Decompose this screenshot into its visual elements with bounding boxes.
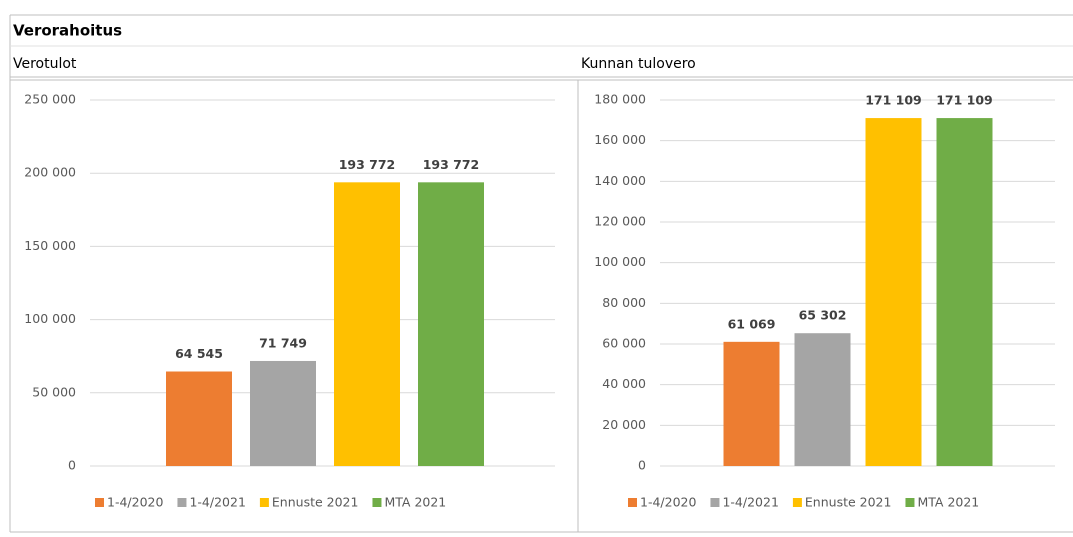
- data-label: 193 772: [339, 157, 396, 172]
- y-tick-label: 100 000: [594, 254, 646, 269]
- legend-swatch: [95, 498, 104, 507]
- y-tick-label: 160 000: [594, 132, 646, 147]
- y-tick-label: 0: [638, 458, 646, 473]
- y-tick-label: 100 000: [24, 311, 76, 326]
- data-label: 71 749: [259, 335, 307, 350]
- y-tick-label: 200 000: [24, 165, 76, 180]
- legend-label: 1-4/2020: [640, 495, 696, 510]
- bar: [794, 333, 851, 466]
- y-tick-label: 80 000: [602, 295, 646, 310]
- data-label: 171 109: [936, 93, 993, 108]
- legend-swatch: [372, 498, 382, 507]
- bar: [250, 360, 316, 466]
- data-label: 171 109: [865, 93, 922, 108]
- data-label: 64 545: [175, 346, 223, 361]
- data-label: 65 302: [799, 308, 847, 323]
- legend-swatch: [905, 498, 915, 507]
- legend-swatch: [710, 498, 720, 507]
- legend-label: Ennuste 2021: [805, 495, 892, 510]
- legend-swatch: [177, 498, 187, 507]
- legend-label: 1-4/2020: [107, 495, 163, 510]
- y-tick-label: 50 000: [32, 384, 76, 399]
- page-title: Verorahoitus: [13, 22, 122, 40]
- chart-title: Verotulot: [13, 56, 77, 72]
- data-label: 61 069: [728, 316, 776, 331]
- bar: [723, 341, 780, 466]
- y-tick-label: 20 000: [602, 417, 646, 432]
- y-tick-label: 120 000: [594, 214, 646, 229]
- bar: [166, 371, 232, 466]
- bar: [334, 182, 400, 466]
- y-tick-label: 0: [68, 458, 76, 473]
- legend-swatch: [792, 498, 802, 507]
- data-label: 193 772: [423, 157, 480, 172]
- chart-title: Kunnan tulovero: [581, 56, 696, 72]
- bar: [936, 118, 993, 466]
- legend-label: Ennuste 2021: [272, 495, 359, 510]
- bar: [418, 182, 484, 466]
- bar: [865, 118, 922, 466]
- y-tick-label: 40 000: [602, 376, 646, 391]
- legend-label: MTA 2021: [384, 495, 446, 510]
- y-tick-label: 60 000: [602, 336, 646, 351]
- legend-swatch: [259, 498, 269, 507]
- y-tick-label: 180 000: [594, 92, 646, 107]
- y-tick-label: 140 000: [594, 173, 646, 188]
- legend-label: MTA 2021: [917, 495, 979, 510]
- y-tick-label: 150 000: [24, 238, 76, 253]
- legend-label: 1-4/2021: [189, 495, 245, 510]
- y-tick-label: 250 000: [24, 92, 76, 107]
- legend-swatch: [628, 498, 637, 507]
- legend-label: 1-4/2021: [722, 495, 778, 510]
